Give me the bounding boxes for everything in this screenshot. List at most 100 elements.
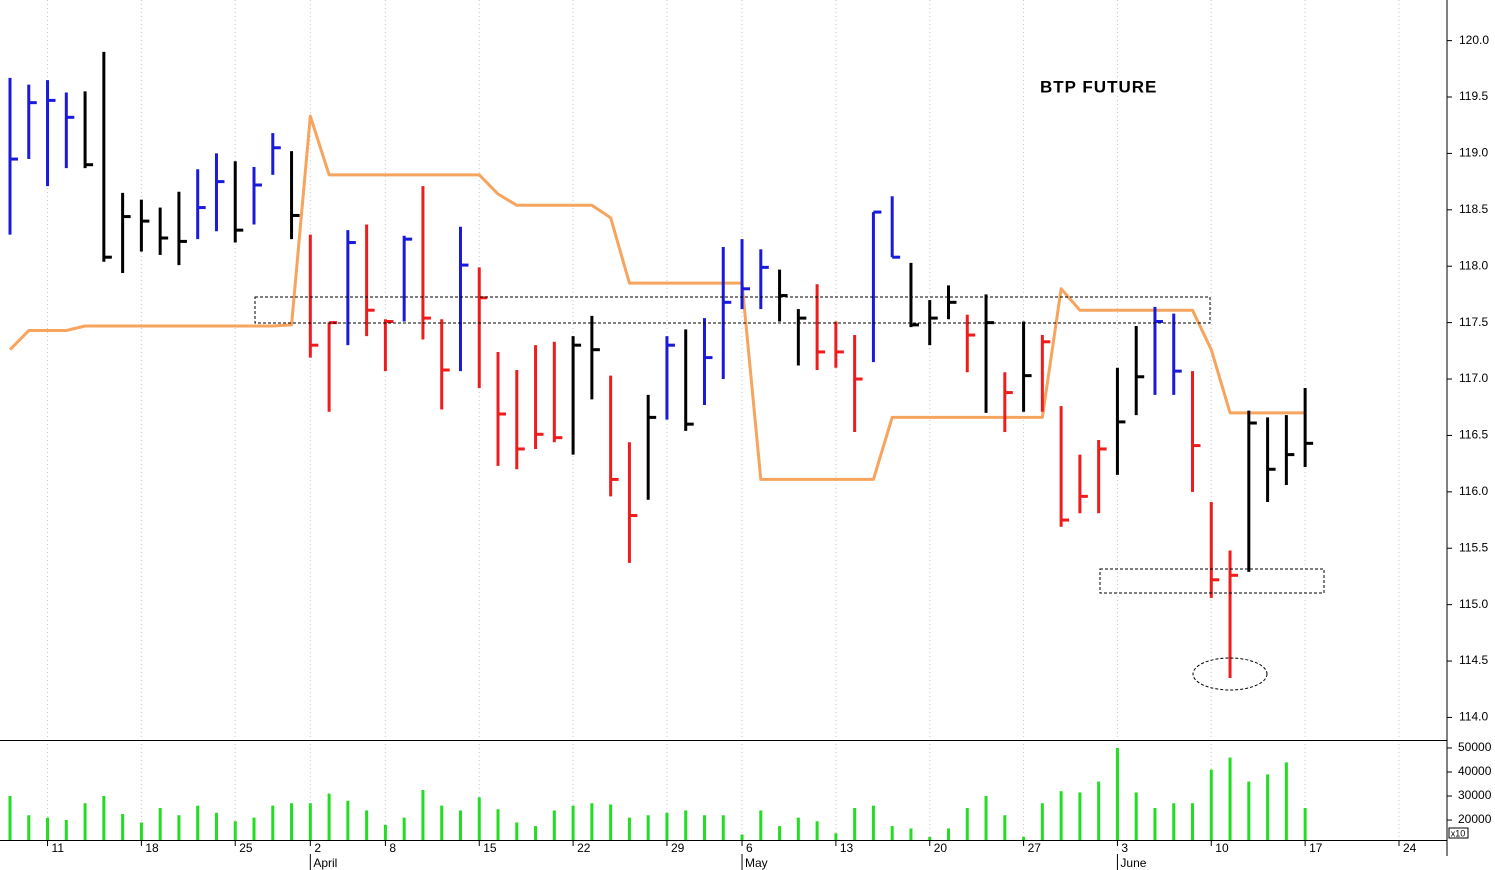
volume-bar bbox=[909, 828, 913, 840]
x-tick-label: 15 bbox=[483, 841, 497, 855]
volume-bar bbox=[646, 815, 650, 840]
volume-bar bbox=[1078, 792, 1082, 840]
volume-bar bbox=[796, 817, 800, 840]
volume-bar bbox=[346, 800, 350, 840]
volume-bar bbox=[290, 803, 294, 840]
volume-bar bbox=[871, 805, 875, 840]
volume-bar bbox=[702, 815, 706, 840]
volume-bar bbox=[1209, 769, 1213, 840]
x-tick-label: 8 bbox=[389, 841, 396, 855]
volume-bar bbox=[64, 820, 68, 840]
volume-bar bbox=[1059, 791, 1063, 840]
x-tick-label: 25 bbox=[239, 841, 253, 855]
volume-bar bbox=[721, 815, 725, 840]
volume-bar bbox=[83, 803, 87, 840]
x-tick-label: 18 bbox=[145, 841, 159, 855]
volume-bar bbox=[271, 805, 275, 840]
volume-bar bbox=[1097, 781, 1101, 840]
y-tick-label: 116.0 bbox=[1459, 484, 1488, 498]
y-tick-label: 118.0 bbox=[1459, 258, 1488, 272]
y-tick-label: 117.0 bbox=[1459, 371, 1488, 385]
volume-bar bbox=[853, 808, 857, 840]
chart-title: BTP FUTURE bbox=[1040, 77, 1157, 96]
volume-bar bbox=[590, 803, 594, 840]
volume-bar bbox=[46, 817, 50, 840]
volume-bar bbox=[1228, 757, 1232, 840]
volume-bar bbox=[440, 805, 444, 840]
resistance-zone bbox=[254, 296, 1211, 324]
month-label: May bbox=[745, 856, 768, 870]
x-tick-label: 20 bbox=[934, 841, 948, 855]
volume-bar bbox=[477, 797, 481, 840]
x-tick-label: 24 bbox=[1403, 841, 1417, 855]
y-tick-label: 40000 bbox=[1458, 764, 1492, 778]
volume-bar bbox=[928, 836, 932, 840]
volume-bar bbox=[1172, 803, 1176, 840]
volume-bar bbox=[1303, 808, 1307, 840]
volume-bar bbox=[965, 808, 969, 840]
month-label: June bbox=[1120, 856, 1146, 870]
x-tick-label: 17 bbox=[1309, 841, 1323, 855]
volume-bar bbox=[1115, 747, 1119, 840]
volume-bar bbox=[158, 808, 162, 840]
low-marker bbox=[1192, 657, 1268, 691]
volume-bar bbox=[402, 817, 406, 840]
y-tick-label: 114.5 bbox=[1459, 653, 1488, 667]
annotations bbox=[254, 296, 1325, 691]
volume-bar bbox=[1153, 808, 1157, 840]
x-tick-label: 11 bbox=[52, 841, 65, 855]
frame bbox=[0, 0, 1469, 856]
x-tick-label: 29 bbox=[671, 841, 685, 855]
volume-bar bbox=[252, 817, 256, 840]
y-tick-label: 50000 bbox=[1458, 740, 1492, 754]
volume-bar bbox=[778, 826, 782, 840]
x-tick-label: 13 bbox=[840, 841, 854, 855]
volume-bar bbox=[177, 815, 181, 840]
support-zone bbox=[1099, 568, 1325, 594]
volume-bar bbox=[1040, 803, 1044, 840]
volume-bar bbox=[1247, 781, 1251, 840]
volume-bar bbox=[834, 833, 838, 840]
volume-bar bbox=[102, 796, 106, 840]
volume-bar bbox=[308, 803, 312, 840]
volume-bar bbox=[984, 796, 988, 840]
y-tick-label: 120.0 bbox=[1459, 33, 1489, 47]
volume-bar bbox=[8, 796, 12, 840]
volume-bar bbox=[552, 810, 556, 840]
volume-bar bbox=[947, 828, 950, 840]
y-tick-label: 118.5 bbox=[1459, 202, 1488, 216]
volume-bar bbox=[1191, 803, 1195, 840]
volume-bar bbox=[1003, 815, 1007, 840]
volume-bar bbox=[684, 810, 688, 840]
volume-bar bbox=[421, 790, 425, 840]
volume-bar bbox=[534, 826, 538, 840]
volume-bar bbox=[571, 805, 575, 840]
x-tick-label: 2 bbox=[314, 841, 321, 855]
y-tick-label: 119.5 bbox=[1459, 89, 1488, 103]
volume-bar bbox=[458, 810, 462, 840]
volume-bar bbox=[365, 810, 369, 840]
x-tick-label: 27 bbox=[1028, 841, 1042, 855]
volume-bar bbox=[665, 812, 669, 840]
volume-bar bbox=[627, 817, 631, 840]
volume-bar bbox=[815, 821, 819, 840]
x-tick-label: 10 bbox=[1215, 841, 1229, 855]
y-tick-label: 30000 bbox=[1458, 788, 1492, 802]
overlay-line bbox=[8, 114, 1306, 481]
volume-bar bbox=[759, 810, 763, 840]
volume-bar bbox=[327, 793, 331, 840]
volume-bar bbox=[139, 822, 143, 840]
volume-bar bbox=[609, 804, 613, 840]
volume-bar bbox=[515, 822, 519, 840]
volume-bar bbox=[1284, 762, 1288, 840]
y-tick-label: 114.0 bbox=[1459, 710, 1488, 724]
x-tick-label: 22 bbox=[577, 841, 591, 855]
y-tick-label: 20000 bbox=[1458, 812, 1492, 826]
volume-bar bbox=[27, 815, 31, 840]
y-tick-label: 115.0 bbox=[1459, 597, 1488, 611]
volume-bar bbox=[1022, 836, 1026, 840]
y-tick-label: 119.0 bbox=[1459, 146, 1488, 160]
month-label: April bbox=[313, 856, 337, 870]
volume-bar bbox=[1134, 792, 1138, 840]
